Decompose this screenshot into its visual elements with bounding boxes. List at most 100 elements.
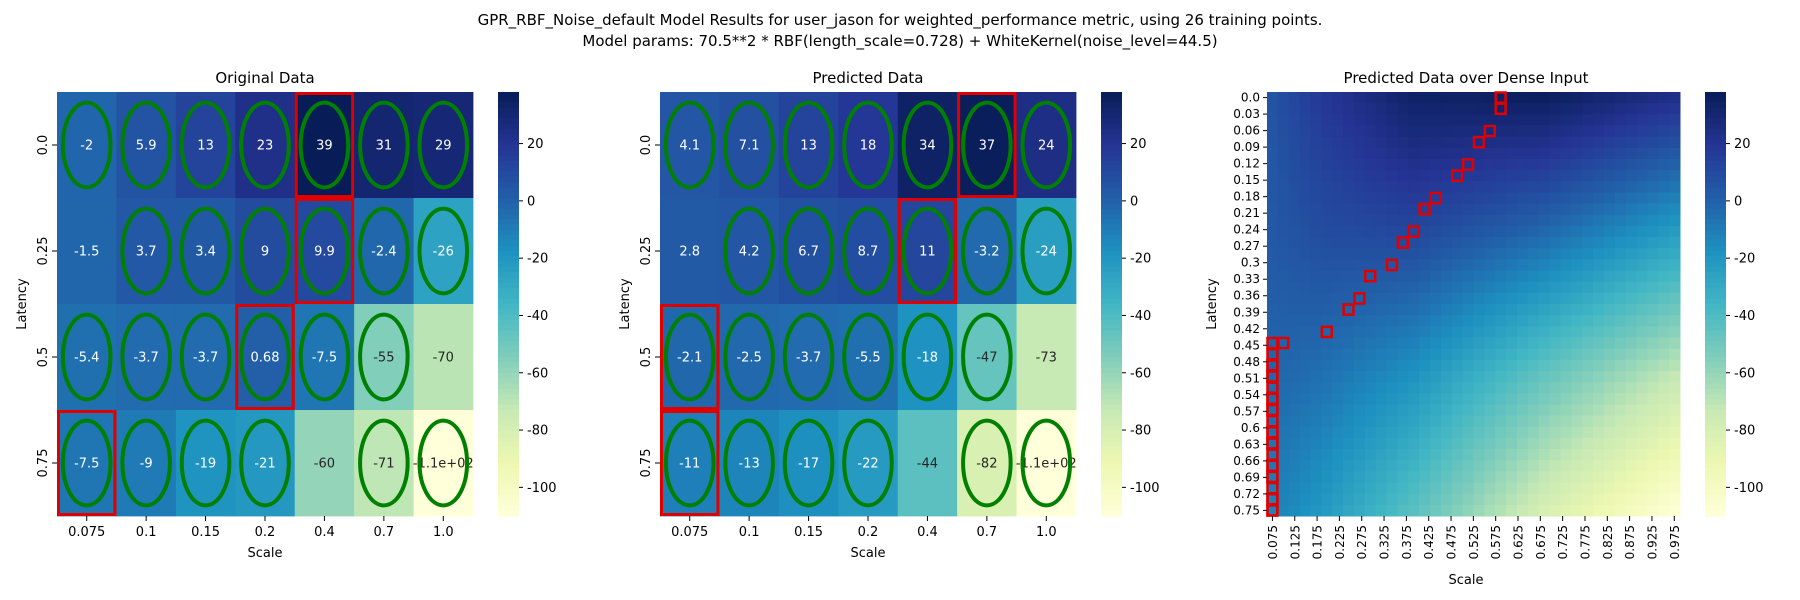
dense-heatmap-cell xyxy=(1495,281,1507,294)
dense-heatmap-cell xyxy=(1364,370,1377,383)
colorbar-gradient-step xyxy=(1101,155,1122,162)
dense-heatmap-cell xyxy=(1332,437,1344,450)
dense-heatmap-cell xyxy=(1353,237,1366,249)
dense-heatmap-cell xyxy=(1375,214,1388,227)
dense-heatmap-cell xyxy=(1495,147,1507,160)
y-tick-label: 0.21 xyxy=(1233,206,1260,220)
colorbar-gradient-step xyxy=(498,261,519,268)
dense-heatmap-cell xyxy=(1299,103,1311,115)
dense-heatmap-cell xyxy=(1299,482,1311,495)
dense-heatmap-cell xyxy=(1310,359,1322,372)
dense-heatmap-cell xyxy=(1332,92,1344,104)
colorbar-gradient-step xyxy=(1101,468,1122,475)
training-point-ellipse xyxy=(723,312,775,402)
dense-heatmap-cell xyxy=(1669,125,1681,138)
dense-heatmap-cell xyxy=(1288,147,1301,160)
dense-heatmap-cell xyxy=(1506,203,1518,216)
colorbar-gradient-step xyxy=(498,325,519,332)
dense-heatmap-cell xyxy=(1408,393,1420,405)
dense-heatmap-cell xyxy=(1408,449,1420,461)
dense-heatmap-cell xyxy=(1267,471,1279,484)
dense-heatmap-cell xyxy=(1321,237,1333,249)
row-max-box xyxy=(1418,202,1431,216)
dense-heatmap-cell xyxy=(1397,304,1409,316)
dense-heatmap-cell xyxy=(1593,437,1605,450)
dense-heatmap-cell xyxy=(1647,315,1659,327)
training-point-ellipse xyxy=(120,206,172,296)
colorbar-gradient-step xyxy=(1101,304,1122,310)
dense-heatmap-cell xyxy=(1473,437,1485,450)
dense-heatmap-cell xyxy=(1484,281,1496,294)
dense-heatmap-cell xyxy=(1658,147,1670,160)
dense-heatmap-cell xyxy=(1636,136,1648,149)
dense-heatmap-cell xyxy=(1267,158,1279,171)
dense-heatmap-cell xyxy=(1538,158,1551,171)
dense-heatmap-cell xyxy=(1636,437,1648,450)
colorbar-gradient-step xyxy=(1705,235,1726,241)
dense-heatmap-cell xyxy=(1614,370,1627,383)
dense-heatmap-cell xyxy=(1582,158,1594,171)
colorbar-gradient-step xyxy=(1101,351,1122,358)
dense-heatmap-cell xyxy=(1571,181,1583,193)
dense-heatmap-cell xyxy=(1636,382,1648,394)
dense-heatmap-cell xyxy=(1593,460,1605,472)
dense-heatmap-cell xyxy=(1462,170,1474,182)
dense-heatmap-cell xyxy=(1332,460,1344,472)
training-point-ellipse xyxy=(901,100,954,190)
heatmap-cell-label: -82 xyxy=(976,457,997,472)
colorbar-gradient-step xyxy=(1101,282,1122,289)
dense-heatmap-cell xyxy=(1451,449,1464,461)
dense-heatmap-cell xyxy=(1647,92,1659,104)
colorbar-gradient-step xyxy=(1101,213,1122,220)
dense-heatmap-cell xyxy=(1408,203,1420,216)
dense-heatmap-cell xyxy=(1658,337,1670,350)
dense-heatmap-cell xyxy=(1310,147,1322,160)
dense-heatmap-cell xyxy=(1375,192,1388,205)
dense-heatmap-cell xyxy=(1560,471,1572,484)
colorbar-gradient-step xyxy=(1705,272,1726,279)
dense-heatmap-cell xyxy=(1332,393,1344,405)
dense-heatmap-cell xyxy=(1419,136,1431,149)
dense-heatmap-cell xyxy=(1343,203,1355,216)
x-tick-label: 0.375 xyxy=(1400,525,1414,559)
dense-heatmap-cell xyxy=(1473,214,1485,227)
dense-heatmap-cell xyxy=(1386,337,1398,350)
colorbar-gradient-step xyxy=(498,160,519,167)
dense-heatmap-cell xyxy=(1299,359,1311,372)
colorbar-gradient-step xyxy=(1101,505,1122,512)
dense-heatmap-cell xyxy=(1484,437,1496,450)
colorbar-gradient-step xyxy=(1705,357,1726,363)
dense-heatmap-cell xyxy=(1353,125,1366,138)
dense-heatmap-cell xyxy=(1506,292,1518,305)
dense-heatmap-cell xyxy=(1375,426,1388,439)
y-tick-label: 0.0 xyxy=(1241,91,1260,105)
dense-heatmap-cell xyxy=(1332,415,1344,428)
dense-heatmap-cell xyxy=(1299,426,1311,439)
dense-heatmap-cell xyxy=(1310,426,1322,439)
dense-heatmap-cell xyxy=(1310,393,1322,405)
y-tick-label: 0.06 xyxy=(1233,124,1260,138)
dense-heatmap-cell xyxy=(1484,337,1496,350)
dense-heatmap-cell xyxy=(1397,214,1409,227)
dense-heatmap-cell xyxy=(1299,270,1311,283)
dense-heatmap-cell xyxy=(1538,147,1551,160)
dense-heatmap-cell xyxy=(1625,482,1638,495)
dense-heatmap-cell xyxy=(1343,370,1355,383)
dense-heatmap-cell xyxy=(1462,203,1474,216)
training-point-ellipse xyxy=(782,418,835,508)
dense-heatmap-cell xyxy=(1451,370,1464,383)
dense-heatmap-cell xyxy=(1625,404,1638,417)
dense-heatmap-cell xyxy=(1669,348,1681,361)
dense-heatmap-cell xyxy=(1669,181,1681,193)
dense-heatmap-cell xyxy=(1451,493,1464,506)
dense-heatmap-cell xyxy=(1484,482,1496,495)
colorbar-gradient-step xyxy=(498,425,519,432)
dense-heatmap-cell xyxy=(1473,237,1485,249)
dense-heatmap-cell xyxy=(1386,370,1398,383)
dense-heatmap-cell xyxy=(1440,449,1453,461)
heatmap-cell-label: 13 xyxy=(197,139,214,154)
dense-heatmap-cell xyxy=(1593,237,1605,249)
dense-heatmap-cell xyxy=(1495,114,1507,126)
dense-heatmap-cell xyxy=(1495,449,1507,461)
dense-heatmap-cell xyxy=(1364,136,1377,149)
